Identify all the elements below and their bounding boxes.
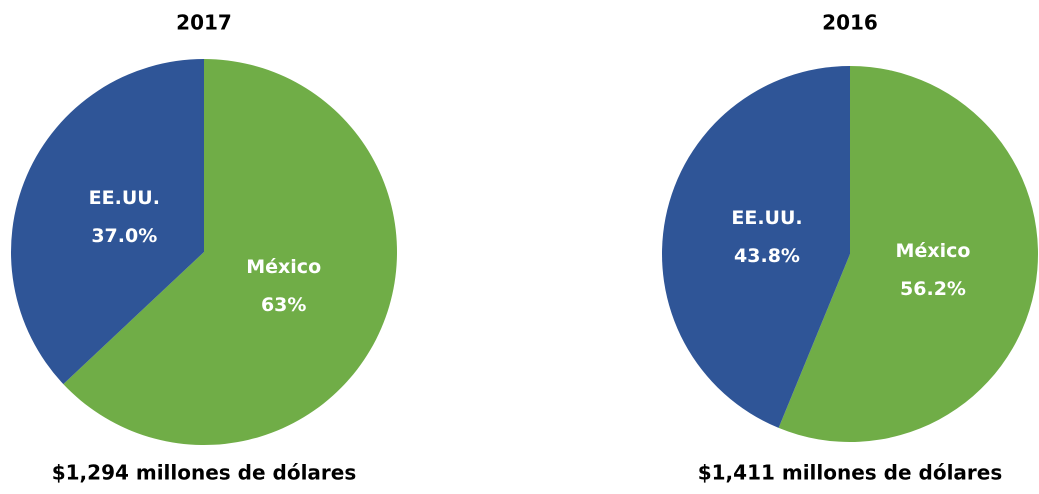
chart-annotation: $1,411 millones de dólares bbox=[698, 461, 1003, 485]
pie-slice bbox=[11, 59, 204, 385]
pie-slice bbox=[63, 59, 397, 446]
chart-annotation: $1,294 millones de dólares bbox=[52, 461, 357, 485]
slice-value-label: 56.2% bbox=[900, 278, 966, 300]
pie-slice bbox=[662, 66, 850, 428]
pie-slice bbox=[778, 66, 1038, 442]
chart-title: 2016 bbox=[822, 11, 878, 35]
chart-title: 2017 bbox=[176, 11, 232, 35]
slice-value-label: 63% bbox=[261, 294, 306, 316]
slice-label: EE.UU. bbox=[731, 207, 802, 229]
slice-value-label: 37.0% bbox=[91, 225, 157, 247]
slice-label: México bbox=[896, 240, 971, 262]
slice-label: México bbox=[246, 256, 321, 278]
slice-label: EE.UU. bbox=[89, 187, 160, 209]
slice-value-label: 43.8% bbox=[734, 245, 800, 267]
